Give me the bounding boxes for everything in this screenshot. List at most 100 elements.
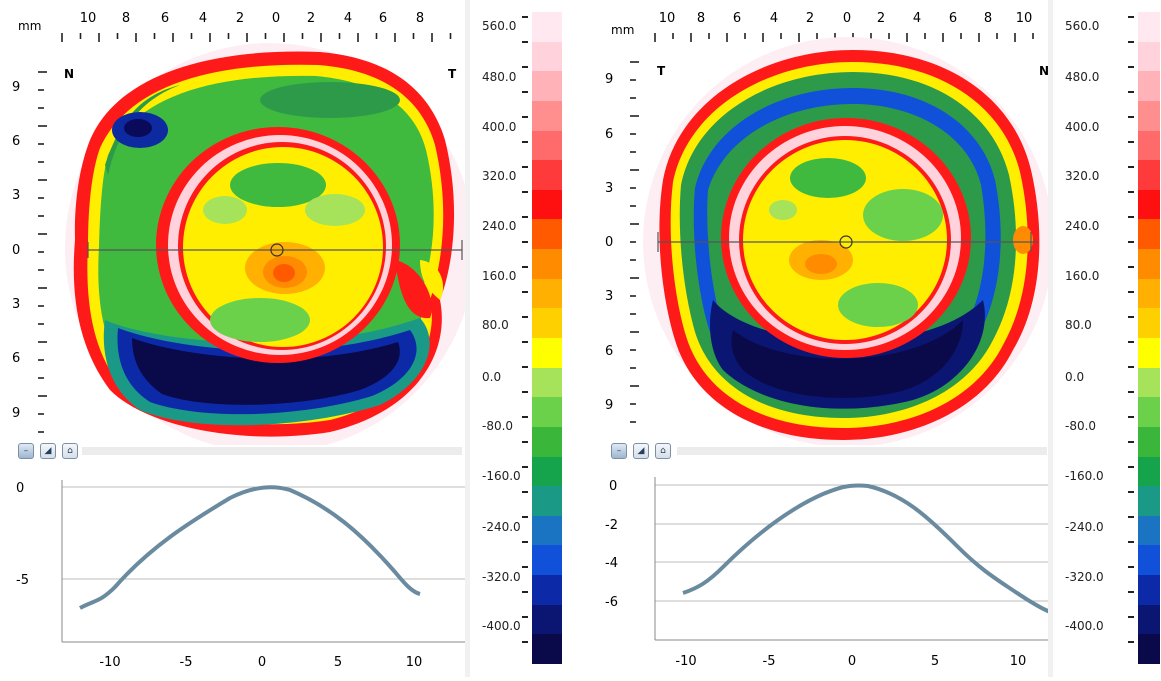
y-tick-label: -4: [605, 556, 618, 571]
elevation-map-right[interactable]: mm 10 8 6 4 2 0 2 4 6 8 10 9 6 3 0 3 6 9: [583, 0, 1048, 445]
color-scale-band: [532, 219, 562, 250]
top-tick-label: 8: [416, 11, 424, 26]
color-scale-band: [532, 41, 562, 72]
color-scale-tick: [1128, 441, 1134, 443]
minus-button[interactable]: –: [18, 443, 34, 459]
color-scale-tick: [522, 316, 528, 318]
color-scale-band: [1138, 426, 1160, 458]
toolbar-scroll-track[interactable]: [82, 447, 462, 455]
top-tick-marks: [654, 33, 1034, 42]
color-scale-tick: [1128, 141, 1134, 143]
scale-label: -240.0: [482, 520, 521, 534]
heatmap-right: [643, 37, 1048, 445]
scale-label: 560.0: [482, 19, 517, 33]
scale-label: 80.0: [1065, 318, 1092, 332]
color-scale-tick: [1128, 91, 1134, 93]
top-tick-label: 2: [236, 11, 244, 26]
color-scale-tick: [522, 591, 528, 593]
top-tick-label: 0: [272, 11, 280, 26]
color-scale-band: [1138, 397, 1160, 428]
top-tick-label: 0: [843, 11, 851, 26]
color-scale-band: [1138, 160, 1160, 191]
zoom-icon: ◢: [637, 446, 645, 456]
x-tick-label: -5: [763, 654, 776, 669]
left-tick-label: 6: [605, 344, 613, 359]
color-scale-tick: [1128, 341, 1134, 343]
color-scale-tick: [1128, 291, 1134, 293]
panel-separator: [1048, 0, 1054, 677]
color-scale-band: [532, 338, 562, 369]
zoom-button[interactable]: ◢: [633, 443, 649, 459]
axis-unit-label: mm: [18, 19, 41, 33]
color-scale-tick: [522, 141, 528, 143]
corner-label-right: T: [448, 67, 457, 81]
left-tick-marks: [38, 71, 47, 433]
color-scale-tick: [1128, 466, 1134, 468]
color-scale-band: [1138, 367, 1160, 398]
left-tick-label: 0: [12, 243, 20, 258]
top-tick-label: 4: [344, 11, 352, 26]
color-scale-tick: [522, 291, 528, 293]
color-scale-band: [532, 575, 562, 606]
top-tick-label: 4: [913, 11, 921, 26]
scale-label: 480.0: [482, 70, 517, 84]
color-scale-band: [532, 456, 562, 487]
color-scale-tick: [522, 16, 528, 18]
scale-label: 400.0: [1065, 120, 1100, 134]
color-scale-tick: [522, 41, 528, 43]
zoom-button[interactable]: ◢: [40, 443, 56, 459]
toolbar-scroll-track[interactable]: [677, 447, 1047, 455]
color-scale-tick: [522, 541, 528, 543]
color-scale-band: [1138, 545, 1160, 576]
color-scale-band: [532, 189, 562, 220]
color-scale-right: 560.0 480.0 400.0 320.0 240.0 160.0 80.0…: [1053, 0, 1161, 677]
minus-button[interactable]: –: [611, 443, 627, 459]
color-scale-band: [532, 634, 562, 665]
profile-svg: 0 -5 -10 -5 0 5 10: [16, 480, 465, 670]
color-scale-tick: [1128, 616, 1134, 618]
x-tick-label: 0: [258, 655, 266, 670]
topography-panel-right: mm 10 8 6 4 2 0 2 4 6 8 10 9 6 3 0 3 6 9: [583, 0, 1161, 677]
color-scale-tick: [522, 191, 528, 193]
color-scale-band: [532, 308, 562, 339]
top-tick-label: 4: [770, 11, 778, 26]
color-scale-tick: [1128, 591, 1134, 593]
scale-label: 240.0: [482, 219, 517, 233]
heatmap-left: [65, 43, 465, 445]
profile-chart-left: 0 -5 -10 -5 0 5 10: [0, 462, 470, 677]
top-tick-label: 2: [877, 11, 885, 26]
color-scale-tick: [522, 91, 528, 93]
top-tick-label: 6: [379, 11, 387, 26]
color-scale-tick: [1128, 541, 1134, 543]
color-scale-tick: [1128, 66, 1134, 68]
scale-label: -80.0: [1065, 419, 1097, 433]
x-tick-label: 10: [406, 655, 423, 670]
left-tick-label: 3: [605, 181, 613, 196]
home-icon: ⌂: [67, 446, 73, 456]
home-button[interactable]: ⌂: [655, 443, 671, 459]
x-tick-label: 5: [334, 655, 342, 670]
color-scale-band: [532, 160, 562, 191]
scale-label: -160.0: [1065, 469, 1104, 483]
y-tick-label: -5: [16, 573, 29, 588]
color-scale-tick: [1128, 191, 1134, 193]
color-scale-tick: [1128, 366, 1134, 368]
color-scale-band: [532, 545, 562, 576]
color-scale-tick: [522, 616, 528, 618]
color-scale-band: [1138, 249, 1160, 280]
color-scale-tick: [1128, 641, 1134, 643]
elevation-map-left[interactable]: mm 10 8 6 4 2 0 2 4 6 8 9 6 3 0 3 6 9: [0, 0, 465, 445]
scale-label: -240.0: [1065, 520, 1104, 534]
color-scale-band: [532, 426, 562, 458]
left-tick-label: 3: [605, 289, 613, 304]
left-tick-label: 6: [605, 127, 613, 142]
color-scale-tick: [1128, 241, 1134, 243]
zoom-icon: ◢: [44, 446, 52, 456]
y-tick-label: 0: [609, 479, 617, 494]
home-button[interactable]: ⌂: [62, 443, 78, 459]
color-scale-tick: [1128, 316, 1134, 318]
color-scale-band: [1138, 634, 1160, 665]
color-scale-band: [1138, 486, 1160, 517]
left-tick-marks: [630, 61, 639, 423]
y-tick-label: -6: [605, 595, 618, 610]
